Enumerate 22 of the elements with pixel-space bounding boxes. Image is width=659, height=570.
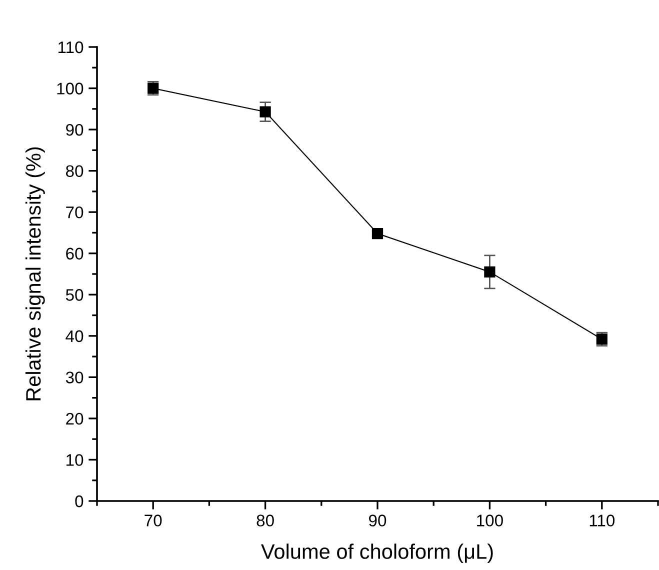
- y-tick-label: 70: [66, 206, 84, 218]
- x-tick-label: 70: [144, 514, 162, 526]
- y-tick-label: 40: [66, 330, 84, 342]
- x-axis-title: Volume of choloform (μL): [261, 544, 493, 564]
- y-tick-label: 0: [75, 495, 84, 508]
- y-tick-label: 20: [66, 412, 84, 425]
- x-tick-label: 100: [477, 514, 503, 526]
- y-tick-label: 30: [66, 372, 84, 384]
- y-tick-label: 80: [66, 165, 84, 178]
- y-tick-label: 60: [66, 248, 84, 260]
- y-tick-label: 90: [66, 124, 84, 136]
- x-tick-label: 80: [256, 514, 274, 526]
- y-tick-label: 100: [57, 82, 84, 94]
- point: [484, 266, 496, 278]
- point: [372, 228, 384, 240]
- y-tick-label: 110: [58, 41, 84, 54]
- point: [260, 106, 271, 118]
- x-tick-label: 90: [369, 514, 386, 526]
- y-tick-label: 10: [66, 454, 84, 466]
- y-tick-label: 50: [66, 289, 84, 301]
- x-tick-label: 110: [590, 514, 615, 526]
- y-axis-title: Relative signal intensity (%): [25, 147, 45, 400]
